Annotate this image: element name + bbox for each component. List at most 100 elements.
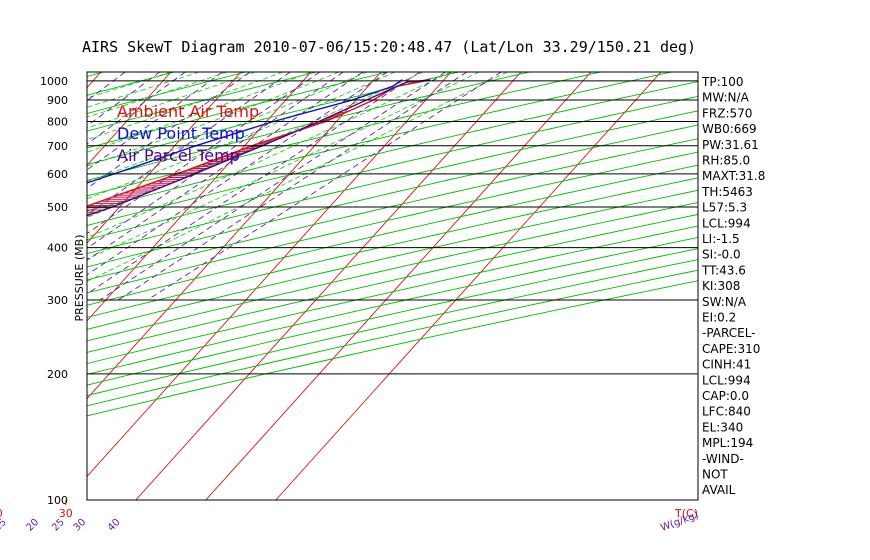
dry-adiabat-line [87, 259, 698, 397]
parcel-profile-line [87, 79, 430, 217]
bottom-temp-tick-label: 20 [0, 507, 3, 520]
moist-adiabat-line [87, 72, 312, 153]
pressure-tick-label: 600 [47, 168, 68, 181]
pressure-tick-label: 100 [47, 494, 68, 507]
index-label: SI:-0.0 [702, 248, 741, 262]
mixing-ratio-line [87, 72, 344, 249]
index-label: WB0:669 [702, 122, 757, 136]
pressure-tick-label: 1000 [40, 75, 68, 88]
index-label: CAP:0.0 [702, 389, 749, 403]
pressure-tick-label: 400 [47, 242, 68, 255]
dry-adiabat-line [87, 95, 698, 241]
index-label: LI:-1.5 [702, 232, 740, 246]
index-label: KI:308 [702, 279, 740, 293]
index-label: MAXT:31.8 [702, 169, 765, 183]
chart-grid [87, 72, 698, 500]
isotherm-line [135, 72, 522, 500]
mixing-ratio-line [99, 72, 446, 301]
dewpoint-profile-line [87, 79, 403, 184]
dewpoint-data-point [391, 85, 394, 88]
pressure-tick-label: 700 [47, 140, 68, 153]
index-label: EL:340 [702, 420, 743, 434]
dry-adiabat-line [87, 124, 698, 268]
index-label: CAPE:310 [702, 342, 760, 356]
moist-adiabat-line [87, 72, 396, 200]
isotherm-line [87, 72, 172, 166]
parcel-data-point [406, 81, 408, 83]
moist-adiabat-line [87, 72, 508, 282]
dry-adiabat-line [87, 72, 459, 166]
temperature-profile-line [87, 79, 430, 207]
bottom-temp-tick-label: 30 [59, 507, 73, 520]
dry-adiabat-line [87, 151, 698, 294]
dry-adiabat-line [87, 72, 388, 149]
isotherm-line [87, 72, 242, 244]
dry-adiabat-line [87, 81, 698, 226]
isotherm-line [87, 72, 382, 400]
legend-entry-parcel: Air Parcel Temp [117, 146, 240, 165]
index-label: CINH:41 [702, 358, 751, 372]
index-label: MPL:194 [702, 436, 753, 450]
index-label: LCL:994 [702, 216, 751, 230]
isotherm-line [87, 72, 452, 478]
index-label: -WIND- [702, 452, 744, 466]
dry-adiabat-line [87, 72, 530, 181]
index-label: -PARCEL- [702, 326, 756, 340]
dry-adiabat-line [87, 201, 698, 342]
pressure-tick-label: 500 [47, 201, 68, 214]
mixing-ratio-line [87, 72, 251, 190]
moist-adiabat-line [87, 72, 200, 108]
y-axis-label: PRESSURE (MB) [73, 235, 86, 322]
plot-frame [86, 71, 699, 501]
moist-adiabat-line [87, 72, 256, 129]
x-axis-unit: T(C) [674, 507, 698, 520]
legend-entry-temperature: Ambient Air Temp [117, 102, 259, 121]
mixing-ratio-line [87, 72, 186, 145]
index-label: TT:43.6 [701, 263, 746, 277]
dry-adiabat-line [87, 225, 698, 365]
chart-axes: 1002003004005006007008009001000-50-40-30… [0, 71, 700, 534]
mixing-ratio-line [87, 72, 161, 127]
index-label: LFC:840 [702, 405, 751, 419]
dry-adiabat-line [87, 189, 698, 330]
mixing-ratio-line [87, 72, 421, 295]
mixing-ratio-line [87, 72, 223, 171]
index-label: AVAIL [702, 483, 736, 497]
pressure-tick-label: 800 [47, 115, 68, 128]
moist-adiabat-line [87, 72, 340, 167]
index-label: MW:N/A [702, 91, 750, 105]
moist-adiabat-line [87, 72, 424, 218]
dry-adiabat-line [87, 248, 698, 386]
pressure-tick-label: 300 [47, 294, 68, 307]
mixing-ratio-line [87, 72, 364, 261]
index-label: FRZ:570 [702, 106, 752, 120]
dry-adiabat-line [87, 236, 698, 375]
isotherm-line [87, 72, 312, 322]
dry-adiabat-line [87, 72, 246, 115]
moist-adiabat-line [87, 72, 284, 140]
index-label: PW:31.61 [702, 138, 759, 152]
index-label: NOT [702, 468, 728, 482]
index-label: LCL:994 [702, 373, 751, 387]
mixing-ratio-line [87, 72, 388, 276]
isotherm-line [205, 72, 592, 500]
dry-adiabat-line [87, 269, 698, 407]
index-label: RH:85.0 [702, 154, 750, 168]
index-label: SW:N/A [702, 295, 747, 309]
dry-adiabat-line [87, 72, 601, 197]
moist-adiabat-line [87, 72, 368, 183]
dry-adiabat-line [87, 213, 698, 353]
pressure-tick-label: 200 [47, 368, 68, 381]
dry-adiabat-line [87, 138, 698, 281]
chart-title: AIRS SkewT Diagram 2010-07-06/15:20:48.4… [82, 38, 696, 56]
pressure-tick-label: 900 [47, 94, 68, 107]
mixing-ratio-tick-label: 15 [0, 517, 9, 534]
index-label: EI:0.2 [702, 311, 736, 325]
index-label: TH:5463 [701, 185, 753, 199]
index-label: TP:100 [701, 75, 744, 89]
chart-legend: Ambient Air Temp Dew Point Temp Air Parcel… [117, 102, 259, 165]
dry-adiabat-line [87, 280, 698, 417]
dry-adiabat-line [87, 110, 698, 254]
